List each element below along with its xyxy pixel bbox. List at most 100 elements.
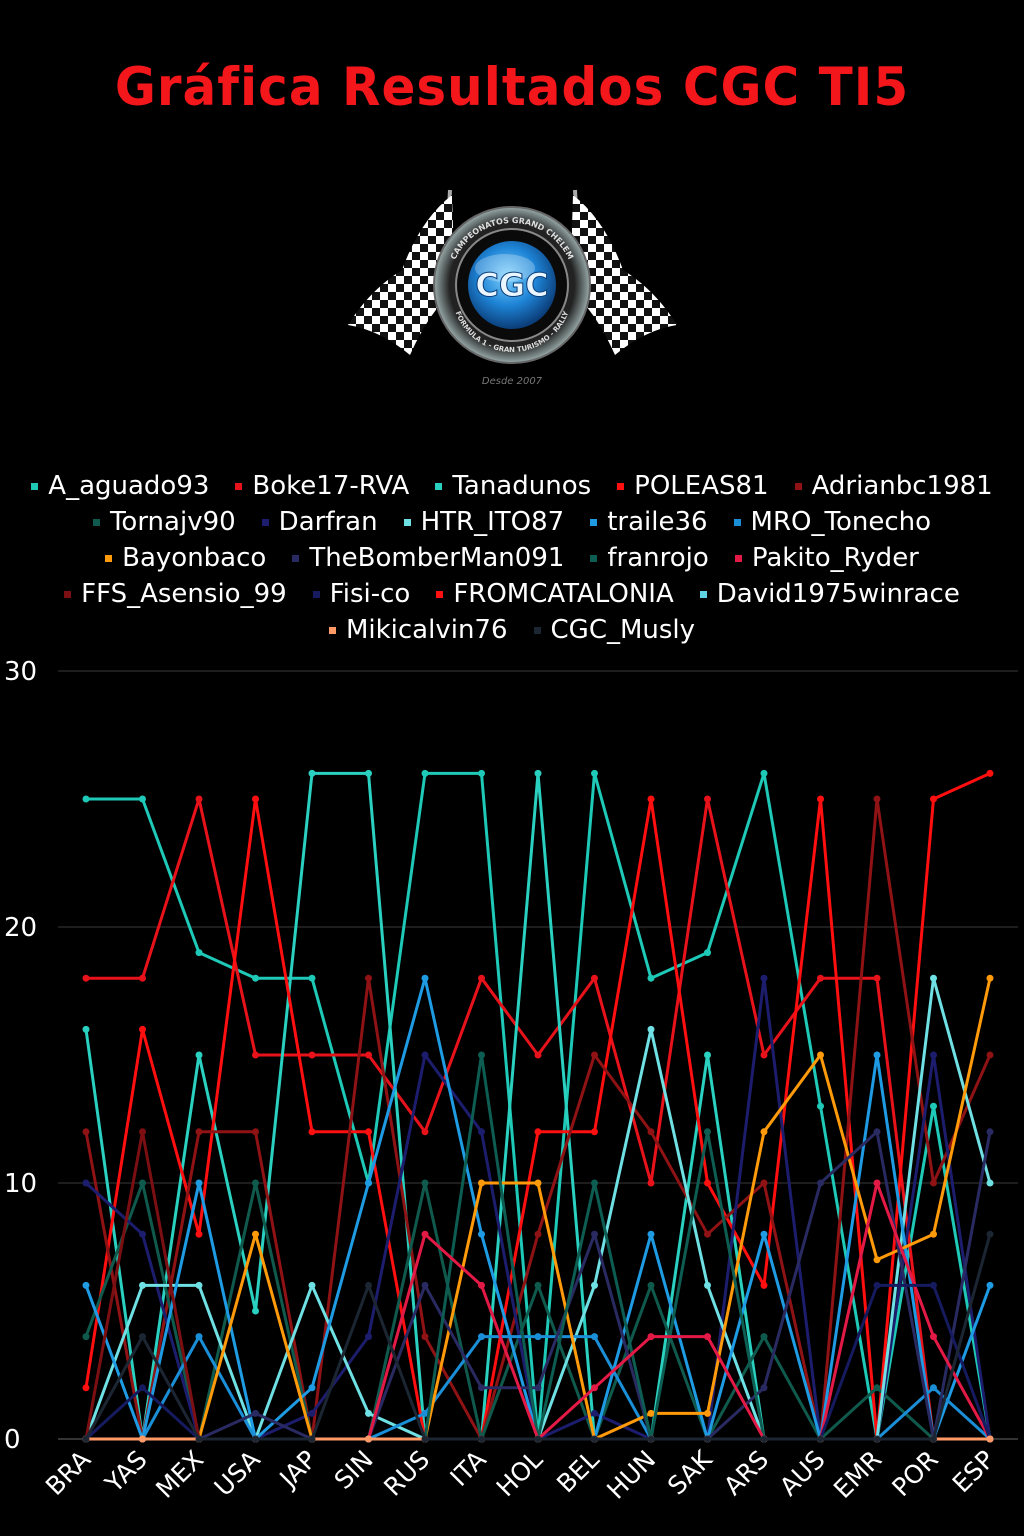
legend-label: HTR_ITO87 — [420, 507, 565, 537]
data-point — [195, 795, 203, 803]
data-point — [478, 1230, 485, 1238]
legend-entry: Tanadunos — [435, 470, 591, 502]
x-tick-label: BEL — [551, 1445, 605, 1499]
data-point — [986, 1051, 994, 1059]
legend-entry: Fisi-co — [312, 578, 410, 610]
data-point — [534, 1384, 542, 1392]
data-point — [534, 1230, 542, 1238]
data-point — [478, 1281, 485, 1289]
data-point — [421, 769, 429, 777]
data-point — [534, 1179, 542, 1187]
logo-text: CGC — [475, 266, 548, 304]
data-point — [195, 1435, 203, 1443]
legend-swatch — [105, 554, 113, 562]
data-point — [82, 1333, 90, 1341]
data-point — [704, 1230, 711, 1238]
series-cgc-musly — [82, 1230, 994, 1443]
data-point — [873, 1384, 881, 1392]
legend-entry: POLEAS81 — [617, 470, 769, 502]
legend-swatch — [312, 590, 320, 598]
data-point — [478, 1179, 485, 1187]
legend-entry: TheBomberMan091 — [292, 542, 564, 574]
data-point — [930, 1281, 937, 1289]
legend-label: Bayonbaco — [122, 543, 267, 573]
data-point — [478, 1051, 485, 1059]
data-point — [139, 1025, 146, 1033]
data-point — [986, 1230, 994, 1238]
data-point — [591, 1333, 598, 1341]
data-point — [873, 1281, 881, 1289]
legend-entry: A_aguado93 — [31, 470, 209, 502]
data-point — [478, 1128, 485, 1136]
legend-label: Adrianbc1981 — [811, 471, 993, 501]
data-point — [873, 1179, 881, 1187]
legend-swatch — [794, 482, 802, 490]
data-point — [704, 1281, 711, 1289]
x-tick-label: ARS — [718, 1445, 774, 1501]
data-point — [704, 1435, 711, 1443]
data-point — [82, 974, 90, 982]
data-point — [817, 1435, 824, 1443]
data-point — [478, 1384, 485, 1392]
data-point — [365, 1179, 372, 1187]
legend-swatch — [235, 482, 243, 490]
x-tick-label: AUS — [774, 1445, 831, 1502]
data-point — [534, 1333, 542, 1341]
data-point — [704, 1333, 711, 1341]
chart-legend: A_aguado93 Boke17-RVA Tanadunos POLEAS81 Adr… — [30, 470, 994, 646]
data-point — [308, 1051, 316, 1059]
series-boke17-rva — [82, 795, 994, 1443]
legend-label: traile36 — [607, 507, 708, 537]
data-point — [82, 1384, 90, 1392]
data-point — [817, 974, 824, 982]
legend-swatch — [92, 518, 100, 526]
data-point — [986, 1281, 994, 1289]
data-point — [760, 1281, 768, 1289]
data-point — [139, 974, 146, 982]
data-point — [139, 1435, 146, 1443]
data-point — [421, 974, 429, 982]
data-point — [421, 1435, 429, 1443]
data-point — [478, 1333, 485, 1341]
x-tick-label: SIN — [329, 1445, 379, 1495]
data-point — [82, 795, 90, 803]
series-adrianbc1981 — [82, 795, 994, 1443]
x-tick-label: MEX — [150, 1445, 209, 1504]
data-point — [760, 769, 768, 777]
data-point — [139, 1384, 146, 1392]
legend-swatch — [590, 554, 598, 562]
legend-entry: David1975winrace — [699, 578, 960, 610]
legend-entry: Adrianbc1981 — [794, 470, 993, 502]
data-point — [421, 1051, 429, 1059]
data-point — [139, 1333, 146, 1341]
data-point — [760, 1051, 768, 1059]
data-point — [591, 974, 598, 982]
data-point — [365, 1128, 372, 1136]
data-point — [139, 1281, 146, 1289]
data-point — [365, 769, 372, 777]
data-point — [704, 1179, 711, 1187]
data-point — [534, 1128, 542, 1136]
data-point — [591, 1384, 598, 1392]
legend-swatch — [590, 518, 598, 526]
data-point — [986, 1179, 994, 1187]
x-tick-label: EMR — [828, 1445, 887, 1504]
y-tick-label: 0 — [4, 1425, 21, 1455]
data-point — [478, 974, 485, 982]
legend-swatch — [64, 590, 72, 598]
data-point — [760, 1333, 768, 1341]
data-point — [308, 1128, 316, 1136]
legend-label: FFS_Asensio_99 — [81, 579, 287, 609]
x-tick-label: ITA — [444, 1445, 491, 1492]
data-point — [873, 1435, 881, 1443]
legend-label: CGC_Musly — [550, 615, 696, 645]
cgc-logo: CAMPEONATOS GRAND CHELEM FORMULA 1 - GRA… — [348, 189, 677, 387]
data-point — [365, 1409, 372, 1417]
legend-entry: CGC_Musly — [533, 614, 696, 646]
data-point — [930, 1102, 937, 1110]
data-point — [82, 1128, 90, 1136]
data-point — [82, 1179, 90, 1187]
legend-swatch — [733, 518, 741, 526]
legend-label: Mikicalvin76 — [345, 615, 508, 645]
data-point — [534, 769, 542, 777]
